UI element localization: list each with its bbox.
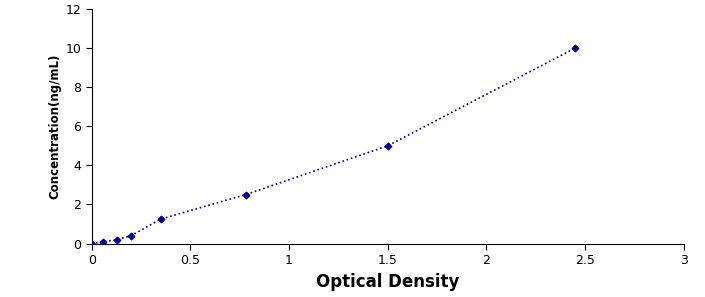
Y-axis label: Concentration(ng/mL): Concentration(ng/mL) [48,53,61,199]
X-axis label: Optical Density: Optical Density [316,273,460,290]
